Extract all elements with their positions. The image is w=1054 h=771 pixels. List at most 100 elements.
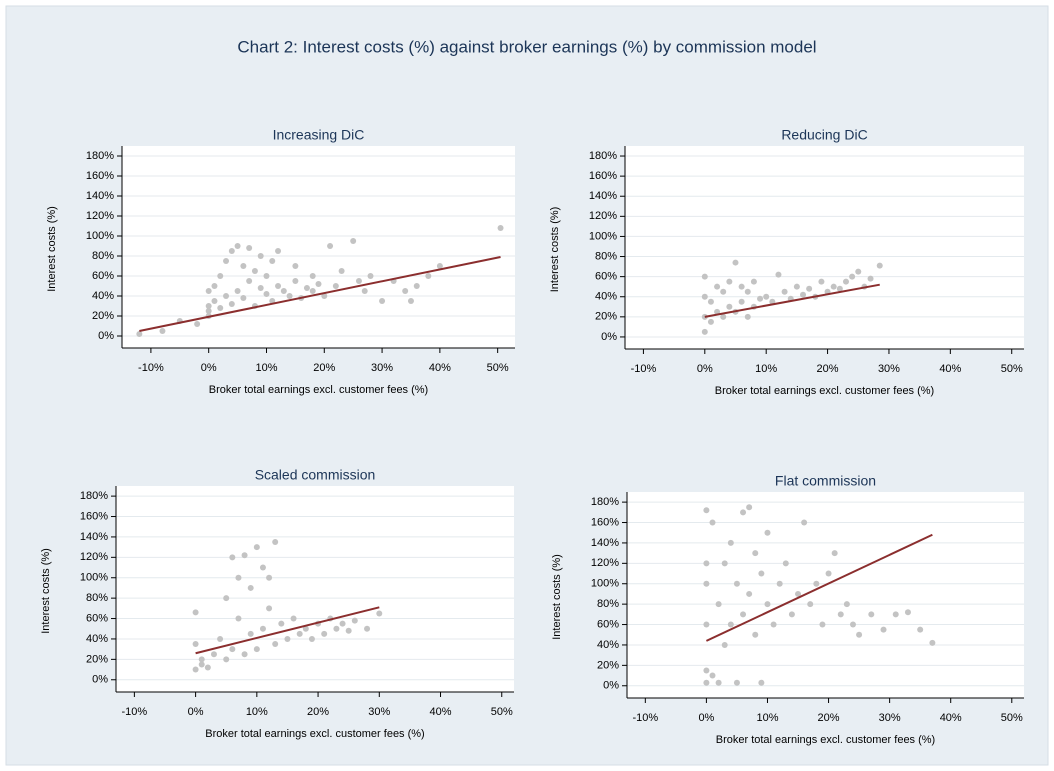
y-tick-label: 20% xyxy=(92,310,114,322)
scatter-point xyxy=(228,301,235,307)
scatter-point xyxy=(793,283,800,290)
scatter-point xyxy=(744,313,751,320)
scatter-point xyxy=(223,258,230,264)
scatter-point xyxy=(707,298,714,305)
y-tick-label: 120% xyxy=(591,557,619,569)
scatter-point xyxy=(296,630,303,637)
scatter-point xyxy=(217,635,224,642)
x-axis-label: Broker total earnings excl. customer fee… xyxy=(209,384,428,396)
scatter-point xyxy=(703,679,710,686)
x-tick-label: 50% xyxy=(491,706,513,718)
scatter-point xyxy=(259,564,266,571)
x-tick-label: 30% xyxy=(371,362,393,374)
scatter-point xyxy=(240,295,247,301)
scatter-point xyxy=(738,283,745,290)
scatter-point xyxy=(251,268,258,274)
x-tick-label: 20% xyxy=(307,706,329,718)
scatter-point xyxy=(234,243,241,249)
scatter-point xyxy=(436,263,443,269)
scatter-point xyxy=(837,611,844,618)
scatter-point xyxy=(746,504,753,511)
scatter-point xyxy=(707,318,714,325)
x-tick-label: 0% xyxy=(201,362,217,374)
scatter-point xyxy=(750,278,757,285)
x-tick-label: 0% xyxy=(697,363,713,375)
y-tick-label: 100% xyxy=(86,230,114,242)
y-tick-label: 20% xyxy=(597,659,619,671)
scatter-point xyxy=(407,298,414,304)
scatter-point xyxy=(806,285,813,292)
panel-title: Reducing DiC xyxy=(781,127,867,143)
scatter-point xyxy=(709,672,716,679)
x-axis-label: Broker total earnings excl. customer fee… xyxy=(716,734,935,746)
scatter-point xyxy=(376,610,383,617)
fit-line xyxy=(704,283,880,318)
y-tick-label: 140% xyxy=(591,537,619,549)
scatter-point xyxy=(269,258,276,264)
scatter-point xyxy=(309,288,316,294)
y-tick-label: 0% xyxy=(98,330,114,342)
scatter-point xyxy=(703,667,710,674)
scatter-point xyxy=(764,529,771,536)
y-tick-label: 160% xyxy=(80,510,108,522)
page-title: Chart 2: Interest costs (%) against brok… xyxy=(237,37,816,56)
scatter-point xyxy=(892,611,899,618)
y-tick-label: 80% xyxy=(92,250,114,262)
scatter-point xyxy=(744,288,751,295)
y-tick-label: 160% xyxy=(589,170,617,182)
scatter-point xyxy=(831,550,838,557)
y-tick-label: 80% xyxy=(86,592,108,604)
scatter-point xyxy=(701,328,708,335)
y-axis-label: Interest costs (%) xyxy=(549,207,561,293)
scatter-point xyxy=(272,641,279,648)
fit-line xyxy=(195,606,380,655)
scatter-point xyxy=(727,539,734,546)
x-axis-label: Broker total earnings excl. customer fee… xyxy=(715,385,934,397)
scatter-point xyxy=(192,666,199,673)
y-tick-label: 180% xyxy=(86,150,114,162)
scatter-point xyxy=(701,293,708,300)
y-tick-label: 80% xyxy=(595,250,617,262)
x-tick-label: 20% xyxy=(818,712,840,724)
scatter-point xyxy=(758,570,765,577)
scatter-point xyxy=(856,631,863,638)
y-tick-label: 180% xyxy=(589,150,617,162)
scatter-point xyxy=(240,263,247,269)
scatter-point xyxy=(309,273,316,279)
scatter-point xyxy=(720,313,727,320)
scatter-point xyxy=(738,298,745,305)
scatter-point xyxy=(715,601,722,608)
y-tick-label: 100% xyxy=(80,572,108,584)
scatter-point xyxy=(752,631,759,638)
scatter-point xyxy=(402,288,409,294)
scatter-point xyxy=(752,550,759,557)
y-tick-label: 60% xyxy=(597,618,619,630)
scatter-point xyxy=(223,293,230,299)
y-tick-label: 0% xyxy=(601,331,617,343)
scatter-point xyxy=(709,519,716,526)
scatter-point xyxy=(361,288,368,294)
scatter-point xyxy=(726,278,733,285)
scatter-point xyxy=(275,248,282,254)
scatter-point xyxy=(714,283,721,290)
scatter-point xyxy=(246,245,253,251)
y-tick-label: 160% xyxy=(86,170,114,182)
scatter-point xyxy=(280,288,287,294)
scatter-point xyxy=(292,263,299,269)
y-tick-label: 180% xyxy=(591,496,619,508)
scatter-point xyxy=(223,656,230,663)
scatter-point xyxy=(205,288,212,294)
x-tick-label: 50% xyxy=(487,362,509,374)
x-tick-label: 20% xyxy=(313,362,335,374)
scatter-point xyxy=(801,519,808,526)
x-tick-label: 10% xyxy=(755,363,777,375)
scatter-point xyxy=(253,544,260,551)
scatter-point xyxy=(198,661,205,668)
scatter-point xyxy=(205,303,212,309)
scatter-point xyxy=(308,635,315,642)
y-tick-label: 40% xyxy=(86,633,108,645)
scatter-point xyxy=(842,278,849,285)
scatter-point xyxy=(235,574,242,581)
scatter-point xyxy=(278,620,285,627)
scatter-point xyxy=(782,560,789,567)
